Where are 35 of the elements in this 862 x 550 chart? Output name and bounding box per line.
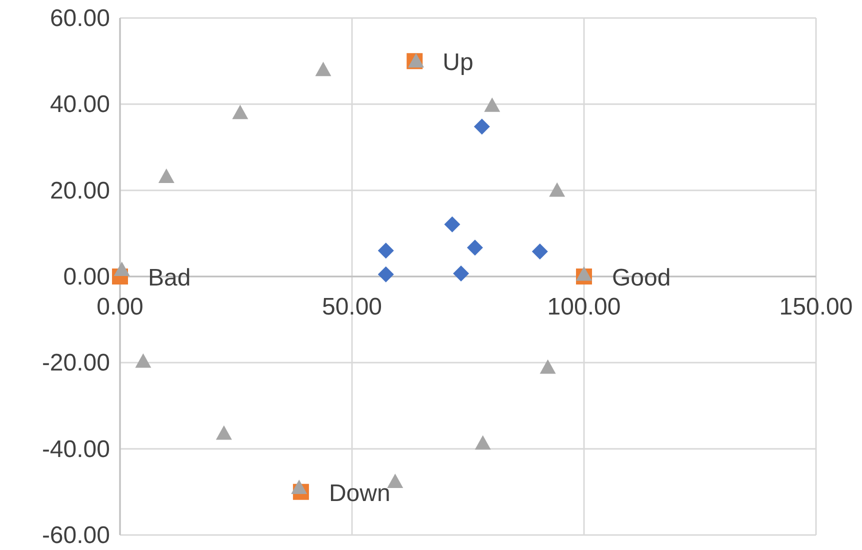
point: [532, 244, 548, 260]
annotation: Bad: [148, 264, 191, 292]
x-tick-label: 0.00: [96, 294, 144, 320]
y-tick-label: 60.00: [50, 5, 110, 32]
point: [315, 62, 332, 76]
annotation: Good: [612, 264, 671, 292]
y-tick-label: -20.00: [42, 350, 110, 377]
point: [378, 266, 394, 282]
point: [232, 104, 248, 120]
point: [453, 265, 470, 282]
point: [484, 97, 500, 112]
annotation: Down: [328, 480, 390, 507]
y-tick-label: -60.00: [42, 522, 110, 549]
y-tick-label: 0.00: [63, 264, 110, 290]
x-tick-label: 100.00: [547, 294, 621, 320]
x-tick-label: 150.00: [779, 294, 853, 320]
point: [540, 359, 556, 374]
point: [444, 216, 460, 232]
point: [549, 182, 566, 197]
point: [387, 474, 404, 488]
point: [216, 425, 232, 440]
point: [474, 435, 491, 450]
point: [291, 480, 308, 494]
y-tick-label: -40.00: [42, 436, 110, 463]
point: [378, 242, 394, 259]
point: [114, 262, 130, 276]
annotation: Up: [442, 49, 474, 76]
point: [466, 240, 483, 256]
point: [135, 353, 152, 368]
y-tick-label: 20.00: [50, 177, 110, 204]
x-tick-label: 50.00: [322, 294, 382, 320]
point: [576, 266, 592, 281]
y-tick-label: 40.00: [50, 91, 110, 118]
point: [158, 168, 174, 183]
point: [474, 118, 490, 135]
